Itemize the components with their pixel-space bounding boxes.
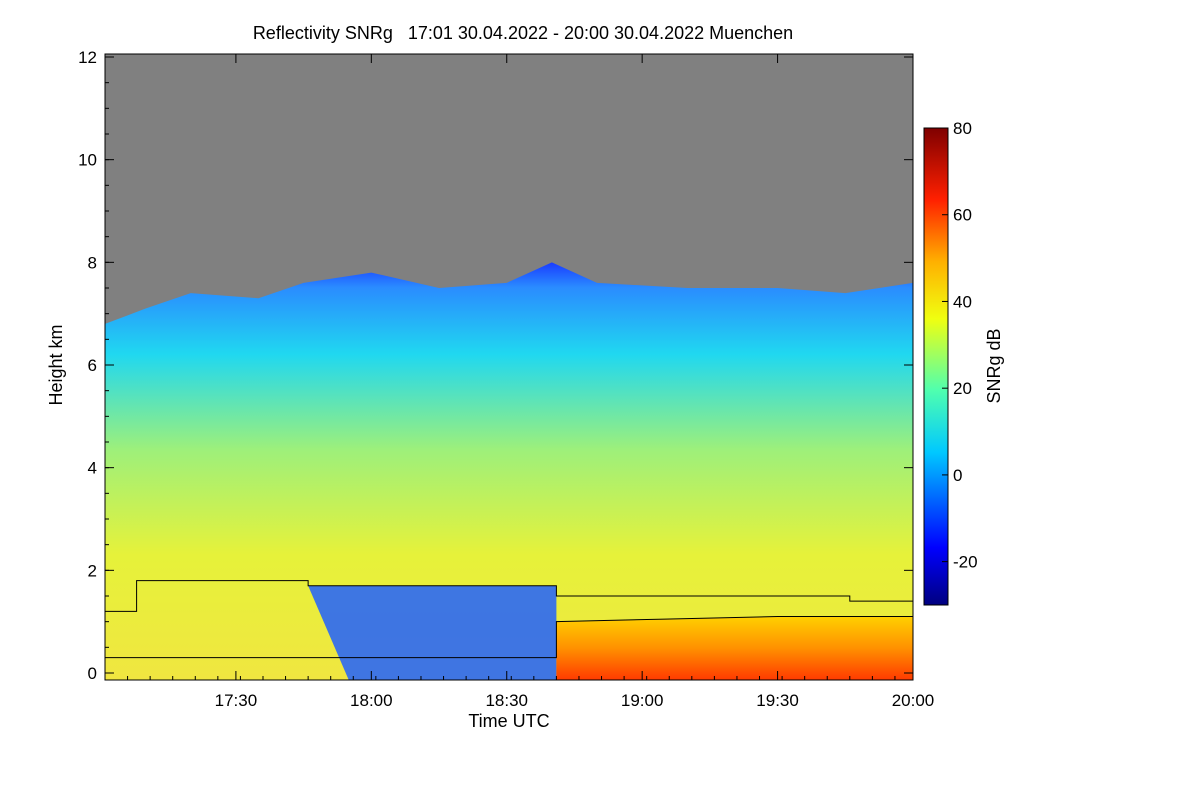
y-axis: 0 2 4 6 8 10 12 <box>78 48 913 683</box>
x-tick-label: 18:00 <box>350 691 393 710</box>
x-tick-label: 20:00 <box>892 691 935 710</box>
y-tick-label: 4 <box>88 459 97 478</box>
y-tick-label: 10 <box>78 151 97 170</box>
x-axis-label: Time UTC <box>468 711 549 731</box>
rain-echo-region <box>556 616 913 680</box>
y-axis-label: Height km <box>46 324 66 405</box>
colorbar-tick-label: 40 <box>953 292 972 311</box>
y-tick-label: 12 <box>78 48 97 67</box>
y-tick-label: 8 <box>88 253 97 272</box>
x-tick-label: 17:30 <box>215 691 258 710</box>
x-tick-label: 18:30 <box>485 691 528 710</box>
y-tick-label: 2 <box>88 561 97 580</box>
colorbar-scale <box>923 127 949 606</box>
overlay-lines <box>105 580 913 659</box>
colorbar: -20 0 20 40 60 80 SNRg dB <box>923 119 1004 606</box>
overlay-line-1 <box>105 580 913 612</box>
x-tick-label: 19:00 <box>621 691 664 710</box>
y-tick-label: 6 <box>88 356 97 375</box>
x-axis: 17:30 18:00 18:30 19:00 19:30 20:00 <box>104 54 935 710</box>
x-tick-label: 19:30 <box>756 691 799 710</box>
colorbar-tick-label: 0 <box>953 466 962 485</box>
low-level-echo-region <box>308 585 557 680</box>
colorbar-label: SNRg dB <box>984 328 1004 403</box>
colorbar-tick-label: 80 <box>953 119 972 138</box>
y-tick-label: 0 <box>88 664 97 683</box>
colorbar-tick-label: 20 <box>953 379 972 398</box>
overlay-line-2 <box>105 616 913 659</box>
chart-title: Reflectivity SNRg 17:01 30.04.2022 - 20:… <box>253 23 793 43</box>
plot-area <box>105 54 913 680</box>
colorbar-tick-label: 60 <box>953 206 972 225</box>
plot-frame <box>104 53 914 681</box>
colorbar-tick-label: -20 <box>953 553 978 572</box>
colorbar-ticks: -20 0 20 40 60 80 <box>942 119 978 572</box>
echo-region <box>105 262 913 680</box>
